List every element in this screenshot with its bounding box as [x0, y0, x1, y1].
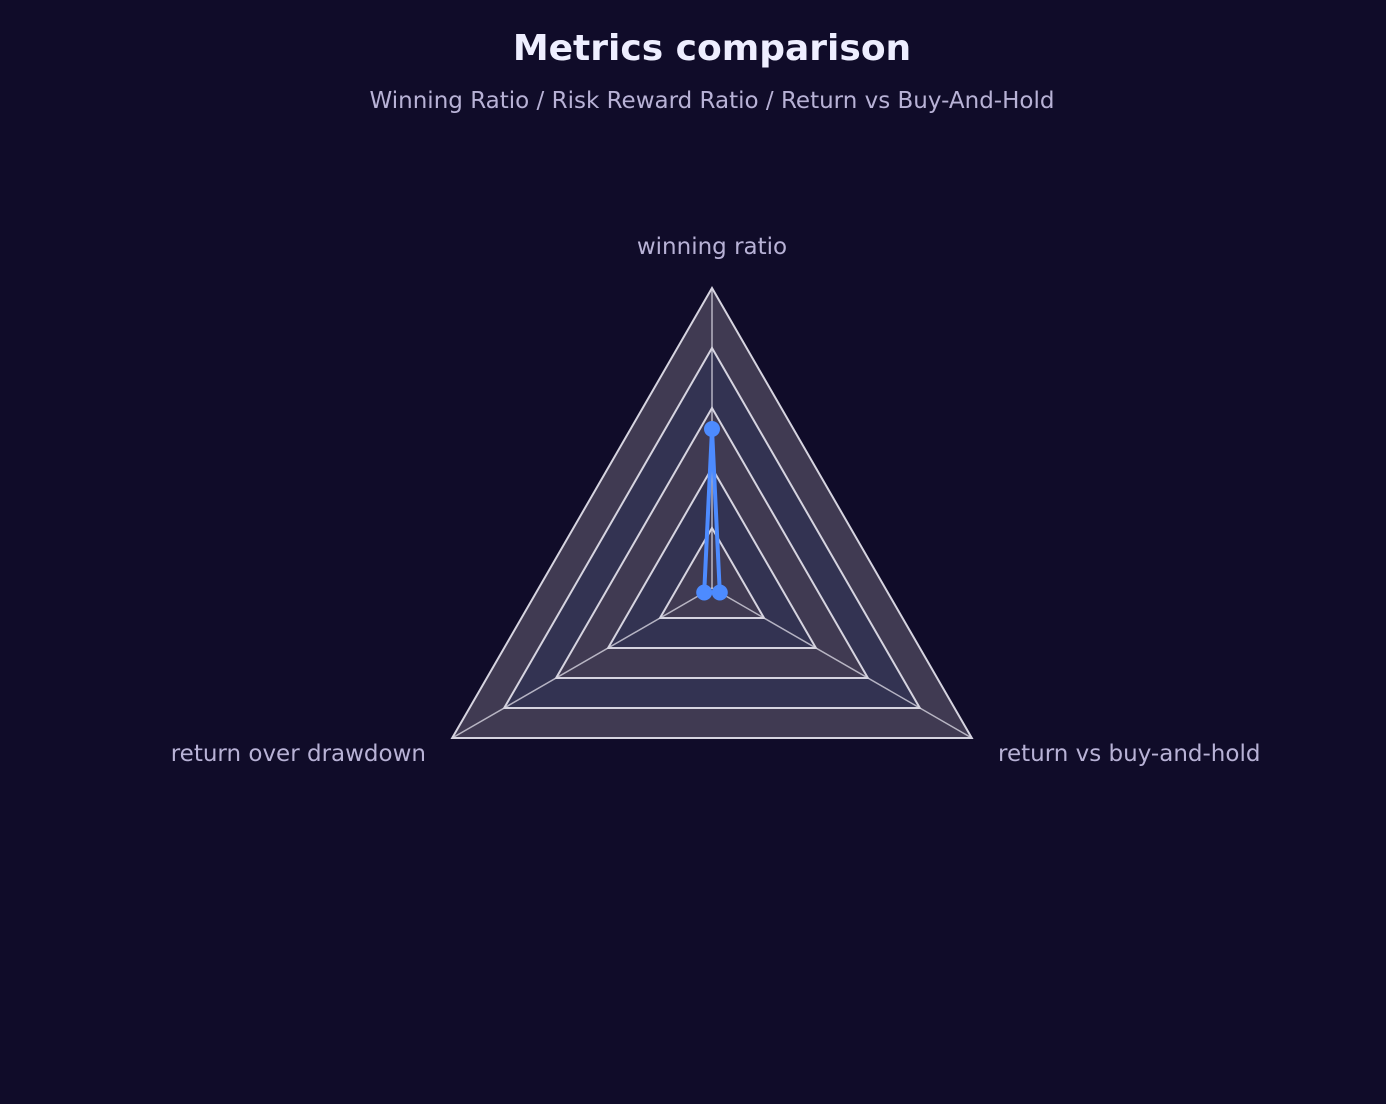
grid-lines: [450, 285, 974, 739]
grid-ring-3: [554, 406, 870, 679]
chart-title: Metrics comparison: [512, 28, 912, 69]
series-point-0-2[interactable]: [696, 584, 713, 601]
axis-label-0: winning ratio: [637, 234, 787, 260]
grid-ring-5: [450, 285, 974, 739]
axis-label-2: return over drawdown: [171, 741, 426, 767]
axis-spoke-2: [451, 587, 713, 739]
grid-ring-1: [658, 526, 766, 619]
grid-ring-4: [502, 345, 922, 709]
axis-spoke-1: [711, 587, 973, 739]
grid-ring-2: [606, 465, 818, 649]
chart-subtitle: Winning Ratio / Risk Reward Ratio / Retu…: [369, 88, 1055, 114]
axis-labels: winning ratio return vs buy-and-hold retur…: [171, 234, 1261, 767]
axis-label-1: return vs buy-and-hold: [998, 741, 1260, 767]
series-layer: [696, 421, 728, 601]
series-point-0-0[interactable]: [704, 421, 720, 437]
series-point-0-1[interactable]: [711, 584, 728, 601]
